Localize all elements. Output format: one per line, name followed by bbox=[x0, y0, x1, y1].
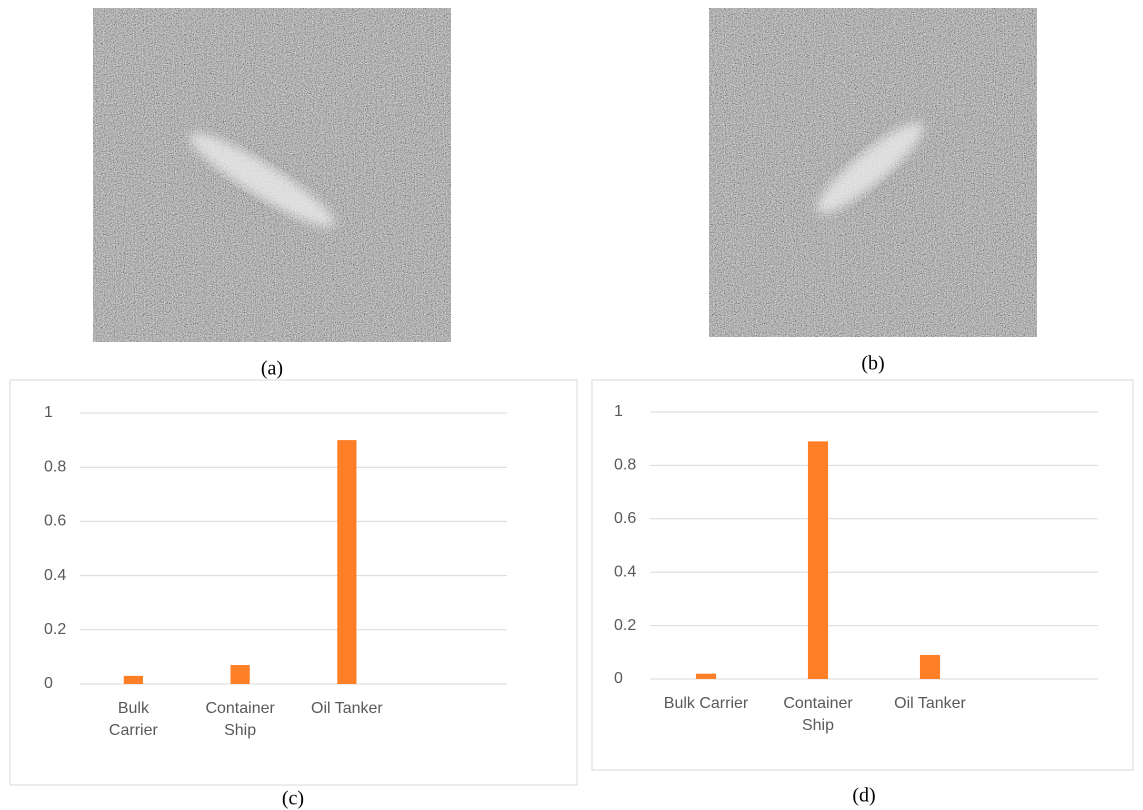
sar-image-b bbox=[709, 8, 1037, 337]
y-tick-label: 0 bbox=[614, 670, 623, 687]
y-tick-label: 0.6 bbox=[614, 510, 636, 527]
caption: (a) bbox=[261, 358, 283, 380]
y-tick-label: 0.6 bbox=[44, 513, 66, 530]
caption: (c) bbox=[282, 788, 304, 810]
y-tick-label: 0.8 bbox=[614, 457, 636, 474]
bar bbox=[920, 655, 940, 679]
bar bbox=[337, 440, 356, 684]
caption: (d) bbox=[852, 785, 875, 807]
y-tick-label: 0.4 bbox=[44, 567, 66, 584]
sar-image-a bbox=[93, 8, 451, 342]
chart-frame bbox=[10, 380, 577, 785]
bar bbox=[231, 665, 250, 684]
x-tick-label: Oil Tanker bbox=[894, 695, 966, 712]
y-tick-label: 0.8 bbox=[44, 458, 66, 475]
y-tick-label: 0.2 bbox=[44, 621, 66, 638]
y-tick-label: 1 bbox=[44, 404, 53, 421]
y-tick-label: 0.2 bbox=[614, 617, 636, 634]
y-tick-label: 1 bbox=[614, 403, 623, 420]
caption: (b) bbox=[861, 353, 884, 375]
x-tick-label: Bulk Carrier bbox=[664, 695, 749, 712]
y-tick-label: 0.4 bbox=[614, 563, 636, 580]
bar bbox=[124, 676, 143, 684]
x-tick-label: Oil Tanker bbox=[311, 700, 383, 717]
figure: (a) (b) (c) 0 0.2 0.4 0.6 0.8 1 BulkCarrier Cont… bbox=[0, 0, 1143, 810]
bar bbox=[808, 441, 828, 679]
bar bbox=[696, 674, 716, 679]
y-tick-label: 0 bbox=[44, 675, 53, 692]
